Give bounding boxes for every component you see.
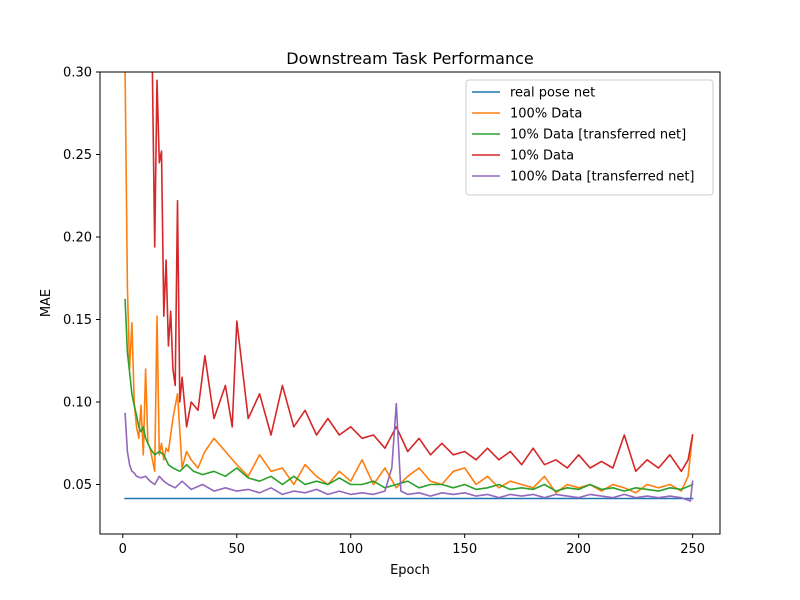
chart-title: Downstream Task Performance	[286, 49, 534, 68]
series-group	[124, 72, 694, 502]
series-line-2	[124, 298, 694, 492]
axes: 0 50 100 150 200 250 0.05 0.10 0.15 0.20 0.25 0.30	[63, 66, 721, 557]
legend-box	[465, 79, 714, 196]
x-tick-label: 100	[338, 542, 363, 557]
plot-frame	[99, 71, 721, 535]
legend-label-3: 10% Data	[510, 149, 574, 164]
legend-label-0: real pose net	[510, 86, 595, 101]
y-tick-label: 0.30	[63, 66, 92, 81]
x-tick-label: 50	[228, 542, 245, 557]
series-line-1	[124, 72, 694, 494]
x-axis-title: Epoch	[390, 563, 430, 578]
legend-label-4: 100% Data [transferred net]	[510, 170, 695, 185]
y-tick-label: 0.25	[63, 148, 92, 163]
y-tick-label: 0.05	[63, 478, 92, 493]
legend-label-2: 10% Data [transferred net]	[510, 128, 686, 143]
y-tick-label: 0.15	[63, 313, 92, 328]
x-tick-label: 200	[566, 542, 591, 557]
y-axis-title: MAE	[39, 289, 54, 317]
legend: real pose net 100% Data 10% Data [transfer…	[465, 79, 714, 196]
series-line-3	[151, 72, 694, 473]
x-tick-label: 0	[119, 542, 127, 557]
y-tick-label: 0.10	[63, 396, 92, 411]
y-tick-label: 0.20	[63, 231, 92, 246]
plot-area	[124, 72, 694, 502]
x-tick-label: 150	[452, 542, 477, 557]
legend-label-1: 100% Data	[510, 107, 582, 122]
x-tick-label: 250	[680, 542, 705, 557]
series-line-4	[124, 402, 694, 502]
